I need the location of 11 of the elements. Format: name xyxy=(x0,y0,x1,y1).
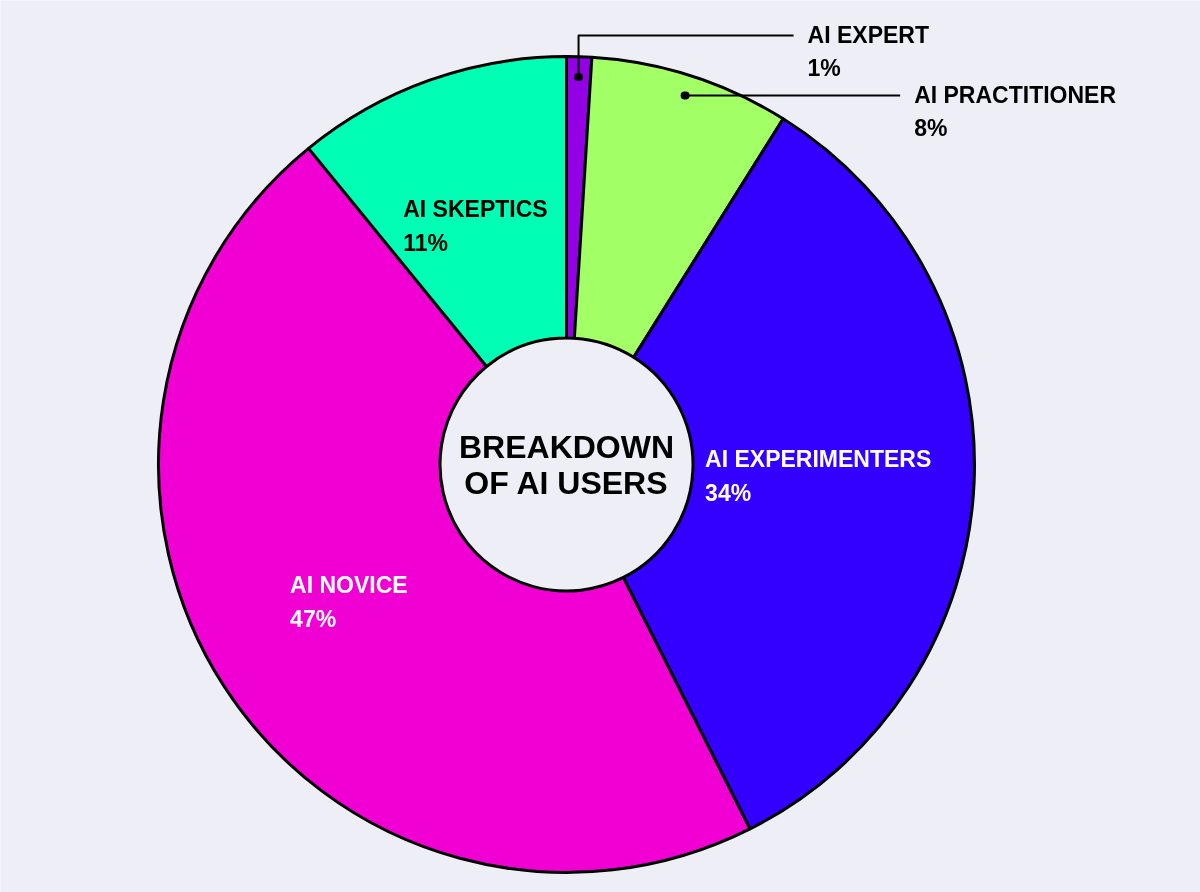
slice-label: AI EXPERIMENTERS xyxy=(705,446,932,473)
data-label: 47% xyxy=(290,606,337,633)
data-label: 11% xyxy=(403,230,448,257)
data-label: 8% xyxy=(914,115,948,142)
data-label: 1% xyxy=(807,55,841,82)
slice-label: AI NOVICE xyxy=(290,572,408,599)
slice-label: AI PRACTITIONER xyxy=(914,82,1117,109)
slice-label: AI SKEPTICS xyxy=(403,196,548,223)
slice-label: AI EXPERT xyxy=(807,22,929,49)
data-label: 34% xyxy=(705,480,752,507)
text: BREAKDOWN OF AI USERS xyxy=(458,428,675,501)
